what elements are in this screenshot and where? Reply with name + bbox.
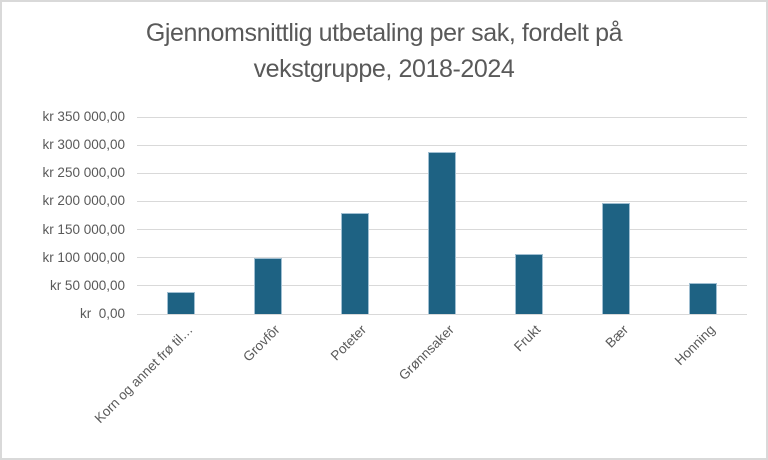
x-axis-category-label: Bær <box>602 322 631 351</box>
chart-title-line-2: vekstgruppe, 2018-2024 <box>253 55 515 83</box>
y-axis-tick-label: kr 250 000,00 <box>42 165 125 181</box>
chart-title-line-1: Gjennomsnittlig utbetaling per sak, ford… <box>145 19 623 47</box>
bar <box>689 283 718 314</box>
gridline <box>137 313 747 315</box>
chart-title: Gjennomsnittlig utbetaling per sak, ford… <box>2 15 766 87</box>
y-axis-tick-label: kr 200 000,00 <box>42 193 125 209</box>
y-axis-tick-label: kr 350 000,00 <box>42 109 125 124</box>
y-axis-tick-label: kr 50 000,00 <box>49 277 125 293</box>
bar <box>253 257 282 314</box>
bar <box>515 253 544 314</box>
bar <box>428 151 456 314</box>
x-axis-category-label: Grovfôr <box>239 322 283 365</box>
x-axis-category-label: Poteter <box>328 322 370 364</box>
x-axis-category-label: Honning <box>671 322 719 369</box>
gridline <box>137 144 747 146</box>
x-axis-category-label: Grønnsaker <box>395 322 457 384</box>
y-axis-tick-label: kr 100 000,00 <box>42 249 125 265</box>
y-axis-tick-label: kr 150 000,00 <box>42 221 125 237</box>
gridline <box>137 116 747 118</box>
y-axis-tick-label: kr 0,00 <box>79 306 125 321</box>
x-axis-category-label: Korn og annet frø til… <box>91 322 196 426</box>
y-axis-tick-label: kr 300 000,00 <box>42 137 125 153</box>
bar <box>340 212 369 314</box>
bar <box>166 292 195 314</box>
x-axis-category-label: Frukt <box>511 322 544 355</box>
bar <box>602 202 631 314</box>
